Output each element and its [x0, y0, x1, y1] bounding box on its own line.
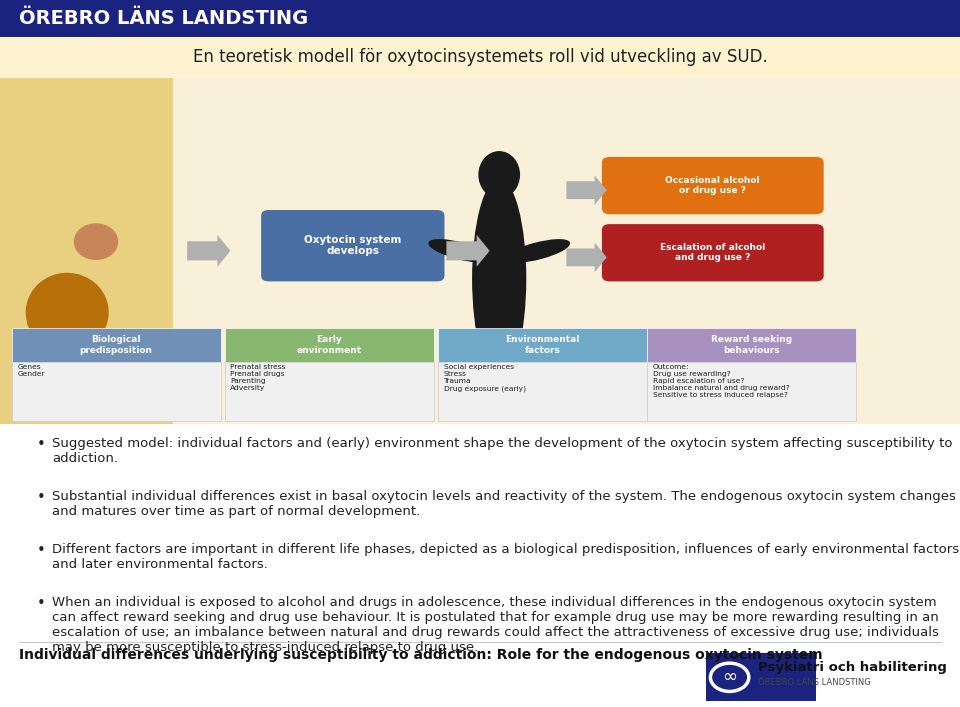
Text: ÖREBRO LÄNS LANDSTING: ÖREBRO LÄNS LANDSTING: [19, 9, 308, 28]
Text: Substantial individual differences exist in basal oxytocin levels and reactivity: Substantial individual differences exist…: [52, 490, 956, 518]
Polygon shape: [446, 235, 490, 267]
Bar: [0, 0, 960, 37]
Text: En teoretisk modell för oxytocinsystemets roll vid utveckling av SUD.: En teoretisk modell för oxytocinsystemet…: [193, 48, 767, 66]
Bar: [0, 78, 173, 424]
Bar: [0, 78, 960, 424]
Text: Individual differences underlying susceptibility to addiction: Role for the endo: Individual differences underlying suscep…: [19, 648, 823, 662]
Text: •: •: [36, 596, 45, 611]
Bar: [438, 362, 647, 421]
Text: Oxytocin system
develops: Oxytocin system develops: [304, 235, 401, 257]
FancyBboxPatch shape: [261, 210, 444, 281]
Text: Prenatal stress
Prenatal drugs
Parenting
Adversity: Prenatal stress Prenatal drugs Parenting…: [230, 364, 286, 391]
Bar: [225, 362, 434, 421]
Bar: [647, 362, 856, 421]
Text: •: •: [36, 543, 45, 558]
Bar: [12, 362, 221, 421]
Bar: [225, 328, 434, 362]
Polygon shape: [566, 175, 607, 205]
Bar: [438, 328, 647, 362]
Text: •: •: [36, 437, 45, 452]
Ellipse shape: [26, 274, 108, 351]
Text: Outcome:
Drug use rewarding?
Rapid escalation of use?
Imbalance natural and drug: Outcome: Drug use rewarding? Rapid escal…: [653, 364, 789, 398]
Polygon shape: [566, 243, 607, 272]
Text: Early
environment: Early environment: [297, 335, 362, 355]
Bar: [647, 328, 856, 362]
Text: Suggested model: individual factors and (early) environment shape the developmen: Suggested model: individual factors and …: [52, 437, 952, 465]
Text: Escalation of alcohol
and drug use ?: Escalation of alcohol and drug use ?: [660, 243, 765, 262]
Bar: [12, 328, 221, 362]
FancyBboxPatch shape: [602, 224, 824, 281]
Bar: [706, 653, 816, 701]
Text: Reward seeking
behaviours: Reward seeking behaviours: [711, 335, 792, 355]
Text: Genes
Gender: Genes Gender: [17, 364, 45, 378]
Ellipse shape: [506, 240, 569, 262]
Text: •: •: [36, 490, 45, 505]
Text: ÖREBRO LÄNS LANDSTING: ÖREBRO LÄNS LANDSTING: [758, 679, 871, 687]
Bar: [0, 37, 960, 78]
Text: When an individual is exposed to alcohol and drugs in adolescence, these individ: When an individual is exposed to alcohol…: [52, 596, 939, 654]
Text: Biological
predisposition: Biological predisposition: [80, 335, 153, 355]
Text: ∞: ∞: [722, 668, 737, 686]
Ellipse shape: [473, 180, 526, 378]
Ellipse shape: [28, 311, 59, 328]
Polygon shape: [187, 235, 230, 267]
Text: Social experiences
Stress
Trauma
Drug exposure (early): Social experiences Stress Trauma Drug ex…: [444, 364, 526, 392]
FancyBboxPatch shape: [602, 157, 824, 214]
Ellipse shape: [429, 240, 492, 262]
Text: Psykiatri och habilitering: Psykiatri och habilitering: [758, 661, 948, 674]
Text: Environmental
factors: Environmental factors: [505, 335, 580, 355]
Text: Different factors are important in different life phases, depicted as a biologic: Different factors are important in diffe…: [52, 543, 959, 571]
Ellipse shape: [75, 224, 117, 259]
Text: Occasional alcohol
or drug use ?: Occasional alcohol or drug use ?: [665, 176, 760, 195]
Ellipse shape: [479, 152, 519, 198]
